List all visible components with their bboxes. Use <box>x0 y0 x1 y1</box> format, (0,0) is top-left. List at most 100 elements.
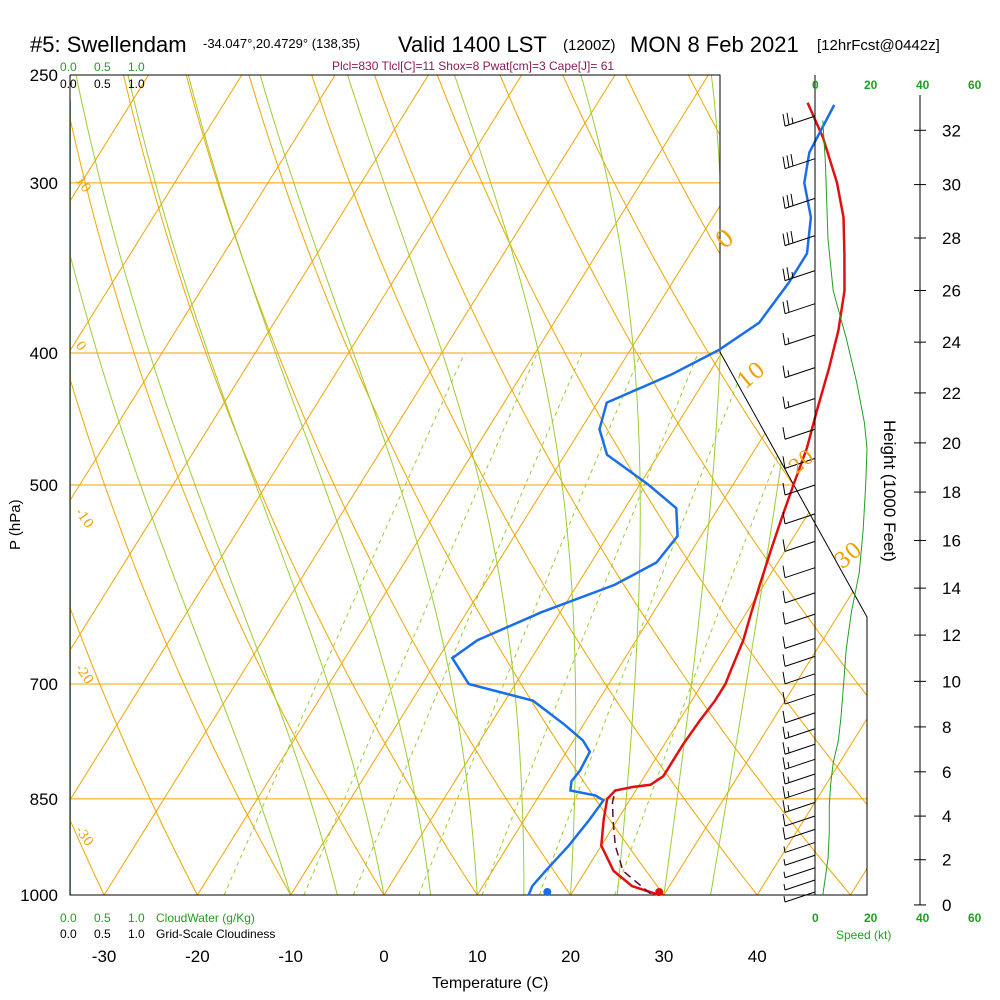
dry-adiabat-line <box>123 75 478 895</box>
cloud-scale-bottom: 0.0 0.5 1.0 CloudWater (g/Kg) 0.0 0.5 1.… <box>60 911 275 941</box>
wind-barb <box>782 230 816 247</box>
wind-barb-flag <box>782 511 786 524</box>
dry-adiabat-line <box>562 75 867 895</box>
temperature-tick: -20 <box>185 947 210 966</box>
wind-barb <box>782 827 816 840</box>
dry-adiabat-label: -10 <box>72 506 96 532</box>
wind-barb-flag <box>782 332 786 346</box>
wind-barb-half <box>783 895 786 903</box>
dry-adiabat-line <box>185 75 572 895</box>
dry-adiabat-label: 0 <box>72 339 89 354</box>
parcel-line <box>611 790 652 895</box>
wind-barb <box>782 267 816 282</box>
moist-adiabat-line <box>75 75 338 895</box>
temperature-ticks: -30 -20 -10 0 10 20 30 40 <box>92 947 767 966</box>
temperature-tick: 30 <box>654 947 673 966</box>
mixing-ratio-line <box>418 352 642 895</box>
surface-temperature-dot <box>655 888 664 896</box>
wind-barb-half <box>787 776 790 783</box>
cloud-top-black-1: 0.5 <box>94 77 111 91</box>
wind-speed-profile <box>822 120 868 896</box>
height-tick-label: 12 <box>942 626 961 645</box>
wind-barb <box>782 654 816 667</box>
wind-barb-staff <box>784 854 816 866</box>
moist-adiabat-line <box>454 75 577 895</box>
wind-barb <box>782 565 816 579</box>
station-title: #5: Swellendam <box>30 32 187 57</box>
wind-barb-flag <box>782 771 786 785</box>
height-tick-label: 18 <box>942 483 961 502</box>
wind-barb-staff <box>784 592 816 604</box>
height-tick-label: 14 <box>942 579 961 598</box>
cloud-top-black-2: 1.0 <box>128 77 145 91</box>
mixing-ratio-line <box>538 352 750 895</box>
wind-barb-half <box>787 804 790 812</box>
wind-barb-flag <box>782 301 786 314</box>
wind-barb <box>782 427 816 440</box>
cloud-top-green-2: 1.0 <box>128 60 145 74</box>
speed-tick-top: 40 <box>916 78 930 92</box>
temperature-tick: 0 <box>379 947 388 966</box>
wind-barb <box>782 691 816 705</box>
moist-adiabat-line <box>70 75 292 895</box>
moist-adiabat-line <box>259 75 478 895</box>
height-tick-label: 8 <box>942 718 951 737</box>
cloud-bottom-black-1: 0.5 <box>94 927 111 941</box>
wind-barb-half <box>791 271 794 279</box>
pressure-tick: 300 <box>30 174 58 193</box>
wind-barb-flag <box>782 726 786 739</box>
forecast-run: [12hrFcst@0442z] <box>817 37 940 54</box>
cloud-bottom-black-0: 0.0 <box>60 927 77 941</box>
wind-barb-half <box>791 117 794 124</box>
wind-barb-staff <box>784 457 816 469</box>
isotherm-label: 10 <box>733 357 771 394</box>
wind-barb-staff <box>784 879 816 891</box>
wind-barb <box>782 365 816 379</box>
wind-barb-flag <box>782 636 786 649</box>
wind-barb-flag <box>782 196 786 209</box>
mixing-ratio-label: 3 <box>348 901 366 918</box>
isotherm-line <box>663 75 867 895</box>
wind-barb <box>782 636 816 649</box>
wind-barb-flag <box>786 300 790 313</box>
wind-barb-half <box>787 790 790 798</box>
valid-time: Valid 1400 LST <box>398 32 547 57</box>
mixing-ratio-label: 12 <box>531 894 555 918</box>
dry-adiabat-line <box>70 75 292 895</box>
cloud-scale-top: 0.0 0.5 1.0 0.0 0.5 1.0 <box>60 60 145 91</box>
wind-barb-flag <box>782 396 786 409</box>
speed-ticks: 0 20 40 600 20 40 60 <box>812 78 982 925</box>
background-lines: 100-10-20-301 2 3 5 8 12 20 <box>70 75 867 918</box>
height-tick-label: 16 <box>942 531 961 550</box>
wind-barb-staff <box>784 673 816 685</box>
wind-barb-staff <box>784 728 816 740</box>
wind-barb <box>782 742 816 755</box>
wind-barb-flag <box>782 565 786 578</box>
wind-barb-flag <box>782 482 786 496</box>
wind-barb-flag <box>782 590 786 603</box>
cloud-top-green-1: 0.5 <box>94 60 111 74</box>
zulu-time: (1200Z) <box>563 37 616 54</box>
wind-barb-flag <box>782 114 786 127</box>
wind-barb <box>782 786 816 799</box>
plot-frame <box>69 74 868 896</box>
wind-barb-half <box>787 731 790 738</box>
dry-adiabat-line <box>813 75 867 895</box>
wind-barb-flag <box>782 365 786 378</box>
x-axis-label: Temperature (C) <box>432 975 548 992</box>
wind-barb-flag <box>782 456 786 469</box>
wind-barb-flag <box>782 612 786 625</box>
pressure-tick: 1000 <box>20 886 58 905</box>
isotherm-label: 20 <box>784 444 819 479</box>
wind-barb-staff <box>784 428 816 440</box>
wind-barb <box>783 879 816 891</box>
height-tick-label: 32 <box>942 121 961 140</box>
temperature-tick: 10 <box>468 947 487 966</box>
cloud-bottom-green-2: 1.0 <box>128 911 145 925</box>
wind-barb-half <box>783 859 786 866</box>
wind-barb <box>782 590 816 604</box>
wind-barb <box>782 154 816 170</box>
height-tick-label: 28 <box>942 229 961 248</box>
cloud-bottom-black-2: 1.0 <box>128 927 145 941</box>
